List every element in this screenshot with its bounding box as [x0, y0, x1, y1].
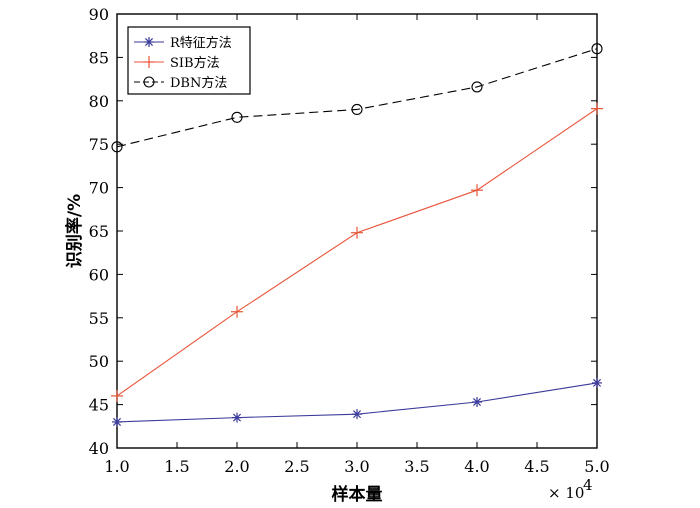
data-point: [351, 226, 363, 239]
y-tick-label: 55: [89, 309, 109, 328]
y-tick-label: 80: [89, 92, 109, 111]
data-point: [143, 76, 155, 88]
legend-entry: SIB方法: [134, 55, 220, 71]
series-2: [111, 102, 603, 402]
y-tick-label: 40: [89, 439, 109, 458]
data-point: [591, 102, 603, 115]
y-tick-label: 85: [89, 48, 109, 67]
legend-entry: DBN方法: [134, 75, 227, 91]
series-1: [112, 377, 602, 427]
data-point: [111, 389, 123, 402]
x-tick-label: 1.5: [164, 457, 189, 476]
y-tick-label: 45: [89, 396, 109, 415]
y-tick-label: 60: [89, 265, 109, 284]
series-3: [111, 43, 603, 153]
legend-label: R特征方法: [170, 35, 232, 51]
data-point: [231, 305, 243, 318]
legend-box: [127, 26, 251, 95]
legend-label: SIB方法: [170, 55, 220, 71]
data-point: [351, 103, 363, 116]
marker-circle: [111, 141, 123, 153]
x-tick-label: 2.5: [284, 457, 309, 476]
marker-stroke: [592, 378, 602, 387]
legend: R特征方法 SIB方法 DBN方法: [127, 26, 251, 95]
data-point: [231, 111, 243, 123]
x-tick-label: 1.0: [104, 457, 129, 476]
data-point: [143, 56, 155, 68]
marker-stroke: [144, 37, 154, 47]
marker-circle: [591, 43, 603, 55]
legend-entry: R特征方法: [134, 35, 232, 51]
marker-circle: [471, 81, 483, 93]
series-line: [116, 108, 598, 397]
x-axis-multiplier-exponent: 4: [583, 476, 593, 494]
x-tick-label: 3.0: [344, 457, 369, 476]
x-axis-multiplier: × 10: [548, 484, 584, 502]
x-tick-label: 5.0: [584, 457, 609, 476]
legend-label: DBN方法: [170, 75, 227, 91]
x-tick-label: 4.0: [464, 457, 489, 476]
x-tick-label: 2.0: [224, 457, 249, 476]
data-point: [592, 377, 602, 388]
x-axis-label: 样本量: [332, 484, 383, 505]
y-tick-label: 50: [89, 352, 109, 371]
y-tick-label: 75: [89, 135, 109, 154]
marker-stroke: [232, 413, 242, 422]
x-tick-label: 4.5: [524, 457, 549, 476]
marker-stroke: [112, 417, 122, 426]
x-tick-label: 3.5: [404, 457, 429, 476]
series-group: [111, 43, 603, 427]
axes: 1.0 1.5 2.0 2.5 3.0 3.5 4.0 4.5 5.0 40 45 50 55 60 65 7…: [64, 5, 610, 505]
data-point: [112, 416, 122, 427]
data-point: [471, 81, 483, 93]
data-point: [471, 184, 483, 197]
marker-circle: [143, 76, 155, 88]
y-tick-label: 70: [89, 179, 109, 198]
marker-stroke: [472, 397, 482, 407]
data-point: [232, 412, 242, 423]
marker-circle: [231, 111, 243, 123]
series-line: [116, 48, 598, 148]
y-axis-label: 识别率/%: [64, 194, 85, 268]
data-point: [352, 409, 362, 420]
y-tick-label: 90: [89, 5, 109, 24]
data-point: [144, 37, 154, 47]
y-tick-label: 65: [89, 222, 109, 241]
data-point: [472, 396, 482, 407]
marker-circle: [351, 103, 363, 116]
marker-stroke: [352, 410, 362, 419]
data-point: [591, 43, 603, 55]
data-point: [111, 141, 123, 153]
